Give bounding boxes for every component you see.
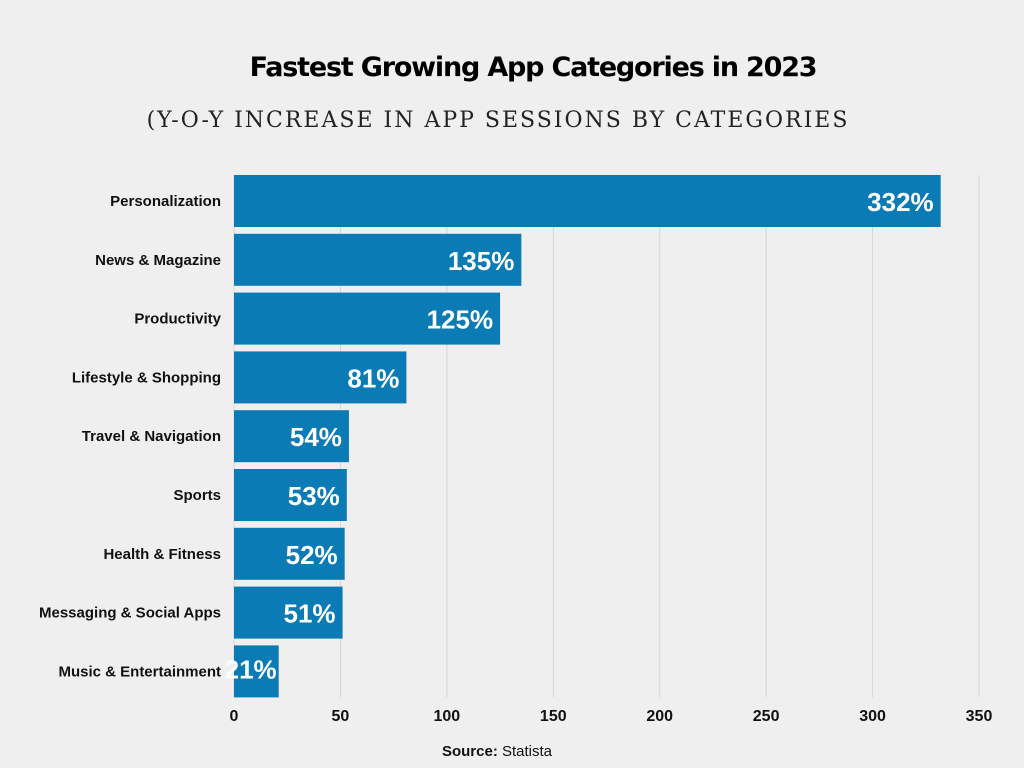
chart-title: Fastest Growing App Categories in 2023: [250, 52, 817, 83]
data-label: 52%: [286, 540, 338, 570]
x-axis-ticks: 0 50 100 150 200 250 300 350: [230, 708, 993, 725]
bars: Personalization 332% News & Magazine 135% Pr…: [39, 175, 941, 698]
chart-subtitle: (Y-O-Y INCREASE IN APP SESSIONS BY CATEG…: [147, 108, 850, 133]
data-label: 51%: [284, 599, 336, 629]
data-label: 81%: [347, 363, 399, 393]
category-label: News & Magazine: [95, 252, 221, 269]
category-label: Music & Entertainment: [58, 663, 221, 680]
category-label: Lifestyle & Shopping: [72, 369, 221, 386]
bar: [234, 586, 343, 639]
source-value: Statista: [502, 743, 553, 760]
x-tick-label: 300: [859, 708, 886, 725]
data-label: 54%: [290, 422, 342, 452]
category-label: Travel & Navigation: [82, 428, 221, 445]
x-tick-label: 250: [753, 708, 780, 725]
data-label: 53%: [288, 481, 340, 511]
category-label: Messaging & Social Apps: [39, 605, 221, 622]
bar: [234, 292, 501, 345]
bar: [234, 469, 347, 521]
bar: [234, 410, 349, 463]
category-label: Sports: [173, 487, 221, 504]
category-label: Productivity: [134, 311, 221, 328]
source-label: Source:: [442, 743, 498, 760]
category-label: Health & Fitness: [103, 546, 221, 563]
data-label: 135%: [448, 246, 515, 276]
category-label: Personalization: [110, 193, 221, 210]
x-tick-label: 150: [540, 708, 567, 725]
bar: [234, 175, 941, 227]
bar: [234, 645, 279, 698]
data-label: 21%: [225, 654, 277, 684]
bar: [234, 527, 345, 580]
data-label: 125%: [427, 305, 494, 335]
bar: [234, 233, 522, 286]
x-tick-label: 50: [332, 708, 350, 725]
x-tick-label: 0: [230, 708, 239, 725]
bar: [234, 351, 407, 404]
source-note: Source: Statista: [442, 743, 553, 760]
x-tick-label: 100: [434, 708, 461, 725]
x-tick-label: 200: [646, 708, 673, 725]
x-tick-label: 350: [966, 708, 993, 725]
data-label: 332%: [867, 187, 934, 217]
